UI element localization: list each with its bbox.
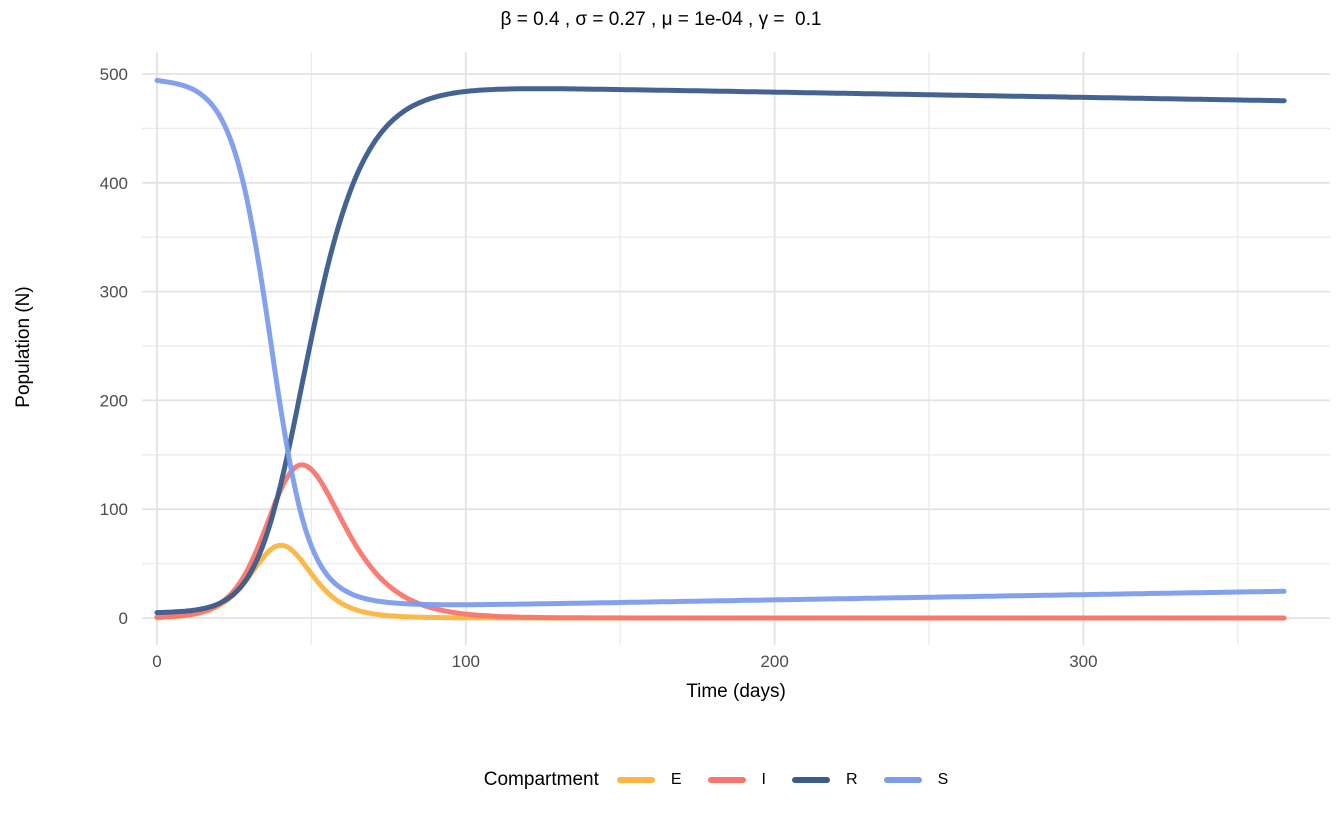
x-tick-label: 300 xyxy=(1069,652,1097,671)
y-tick-label: 500 xyxy=(100,65,128,84)
legend-item-I: I xyxy=(707,771,766,789)
legend-item-E: E xyxy=(616,771,682,789)
legend-item-label: E xyxy=(670,771,682,788)
x-axis-title: Time (days) xyxy=(686,681,786,702)
legend: Compartment E I R S xyxy=(0,760,1344,800)
series-line-S xyxy=(154,78,1287,608)
y-tick-label: 300 xyxy=(100,283,128,302)
legend-key-R xyxy=(792,777,830,783)
x-tick-label: 100 xyxy=(452,652,480,671)
y-tick-label: 200 xyxy=(100,391,128,410)
y-tick-label: 0 xyxy=(119,609,128,628)
series-line-I xyxy=(154,462,1287,621)
legend-key-E xyxy=(616,777,655,783)
legend-key-S xyxy=(883,777,922,783)
plot-panel: 0 100 200 300 400 500 0 100 200 300 xyxy=(100,52,1330,671)
legend-item-label: R xyxy=(846,771,858,788)
series-line-R xyxy=(154,86,1287,616)
y-tick-label: 100 xyxy=(100,500,128,519)
legend-item-label: I xyxy=(761,771,766,788)
legend-key-I xyxy=(707,777,746,783)
series-line-E xyxy=(154,542,1287,621)
plot-title: β = 0.4 , σ = 0.27 , μ = 1e-04 , γ = 0.1 xyxy=(500,9,822,30)
legend-item-label: S xyxy=(937,771,949,788)
legend-item-S: S xyxy=(883,771,949,789)
x-tick-label: 0 xyxy=(152,652,161,671)
x-tick-label: 200 xyxy=(760,652,788,671)
y-tick-label: 400 xyxy=(100,174,128,193)
legend-item-R: R xyxy=(792,771,858,789)
legend-title: Compartment xyxy=(483,769,599,790)
